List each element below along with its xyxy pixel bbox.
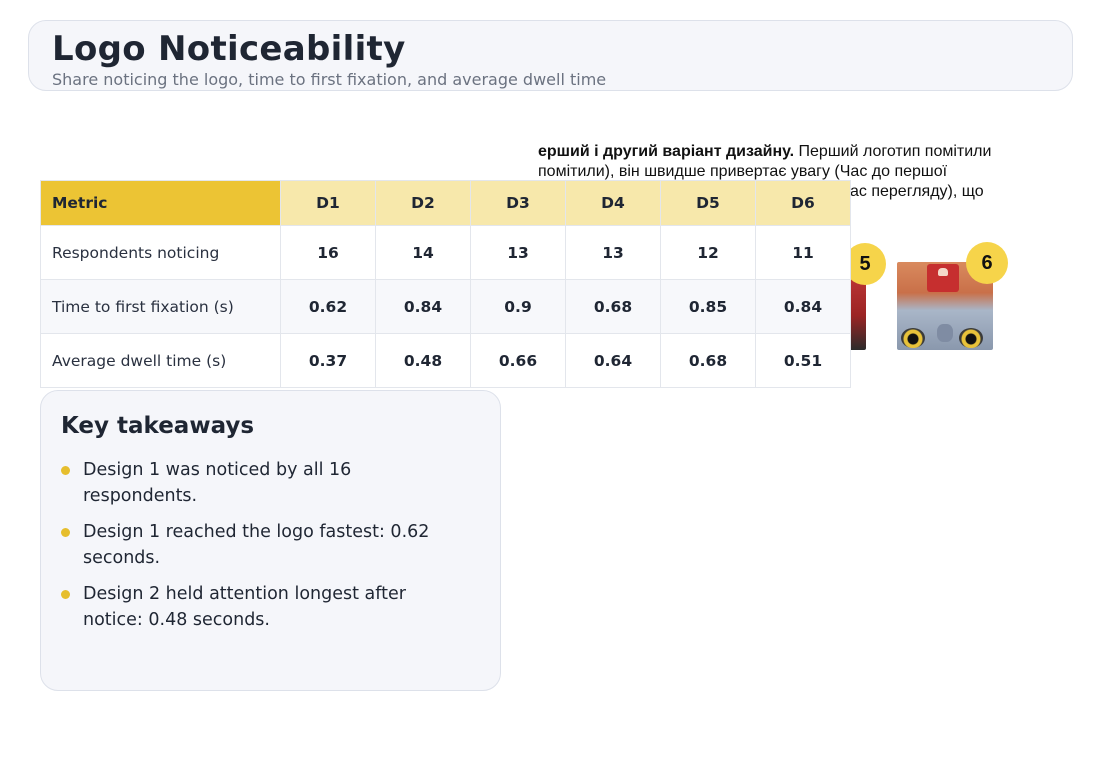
table-row: Average dwell time (s) 0.37 0.48 0.66 0.… [40, 333, 851, 388]
table-cell: 0.85 [660, 279, 756, 334]
excerpt-line-1-rest: Перший логотип помітили [794, 143, 992, 160]
table-cell: 0.9 [470, 279, 566, 334]
bullet-icon [61, 590, 70, 599]
table-cell: 0.48 [375, 333, 471, 388]
row-label: Average dwell time (s) [40, 333, 281, 388]
bullet-icon [61, 466, 70, 475]
key-takeaways-card: Key takeaways Design 1 was noticed by al… [40, 390, 501, 691]
table-cell: 0.84 [755, 279, 851, 334]
excerpt-line-2: помітили), він швидше привертає увагу (Ч… [538, 163, 948, 180]
table-cell: 0.68 [565, 279, 661, 334]
column-header-d5: D5 [660, 180, 756, 226]
cat-eye-icon [959, 328, 983, 348]
list-item: Design 2 held attention longest after no… [61, 581, 461, 633]
bullet-icon [61, 528, 70, 537]
excerpt-line-1-bold: ерший і другий варіант дизайну. [538, 143, 795, 160]
table-cell: 0.66 [470, 333, 566, 388]
table-cell: 13 [470, 225, 566, 280]
row-label: Time to first fixation (s) [40, 279, 281, 334]
table-header-row: Metric D1 D2 D3 D4 D5 D6 [40, 180, 851, 226]
table-cell: 16 [280, 225, 376, 280]
excerpt-line-3: ас перегляду), що [850, 183, 984, 200]
page-subtitle: Share noticing the logo, time to first f… [52, 70, 607, 89]
table-cell: 13 [565, 225, 661, 280]
takeaway-text: Design 1 was noticed by all 16 responden… [83, 460, 352, 506]
table-cell: 12 [660, 225, 756, 280]
takeaway-text: Design 2 held attention longest after no… [83, 584, 406, 630]
table-cell: 0.68 [660, 333, 756, 388]
metrics-table-grid: Metric D1 D2 D3 D4 D5 D6 Respondents not… [40, 180, 851, 388]
table-row: Time to first fixation (s) 0.62 0.84 0.9… [40, 279, 851, 334]
table-cell: 11 [755, 225, 851, 280]
column-header-d4: D4 [565, 180, 661, 226]
column-header-metric: Metric [40, 180, 281, 226]
column-header-d3: D3 [470, 180, 566, 226]
metrics-table: Metric D1 D2 D3 D4 D5 D6 Respondents not… [40, 180, 851, 388]
list-item: Design 1 was noticed by all 16 responden… [61, 457, 461, 509]
report-excerpt: ерший і другий варіант дизайну. Перший л… [538, 138, 1058, 358]
column-header-d2: D2 [375, 180, 471, 226]
column-header-d6: D6 [755, 180, 851, 226]
table-cell: 0.62 [280, 279, 376, 334]
takeaways-title: Key takeaways [61, 413, 255, 439]
table-cell: 0.64 [565, 333, 661, 388]
design-5-badge: 5 [844, 243, 886, 285]
excerpt-line-1: ерший і другий варіант дизайну. Перший л… [538, 143, 991, 161]
cat-nose-icon [937, 324, 953, 342]
page-title: Logo Noticeability [52, 29, 406, 69]
table-cell: 0.51 [755, 333, 851, 388]
row-label: Respondents noticing [40, 225, 281, 280]
takeaways-list: Design 1 was noticed by all 16 responden… [61, 457, 461, 643]
table-cell: 0.84 [375, 279, 471, 334]
design-6-badge: 6 [966, 242, 1008, 284]
table-cell: 0.37 [280, 333, 376, 388]
list-item: Design 1 reached the logo fastest: 0.62 … [61, 519, 461, 571]
cat-eye-icon [901, 328, 925, 348]
table-row: Respondents noticing 16 14 13 13 12 11 [40, 225, 851, 280]
takeaway-text: Design 1 reached the logo fastest: 0.62 … [83, 522, 430, 568]
brand-logo-icon [927, 264, 959, 292]
column-header-d1: D1 [280, 180, 376, 226]
header-card: Logo Noticeability Share noticing the lo… [28, 20, 1073, 91]
table-cell: 14 [375, 225, 471, 280]
